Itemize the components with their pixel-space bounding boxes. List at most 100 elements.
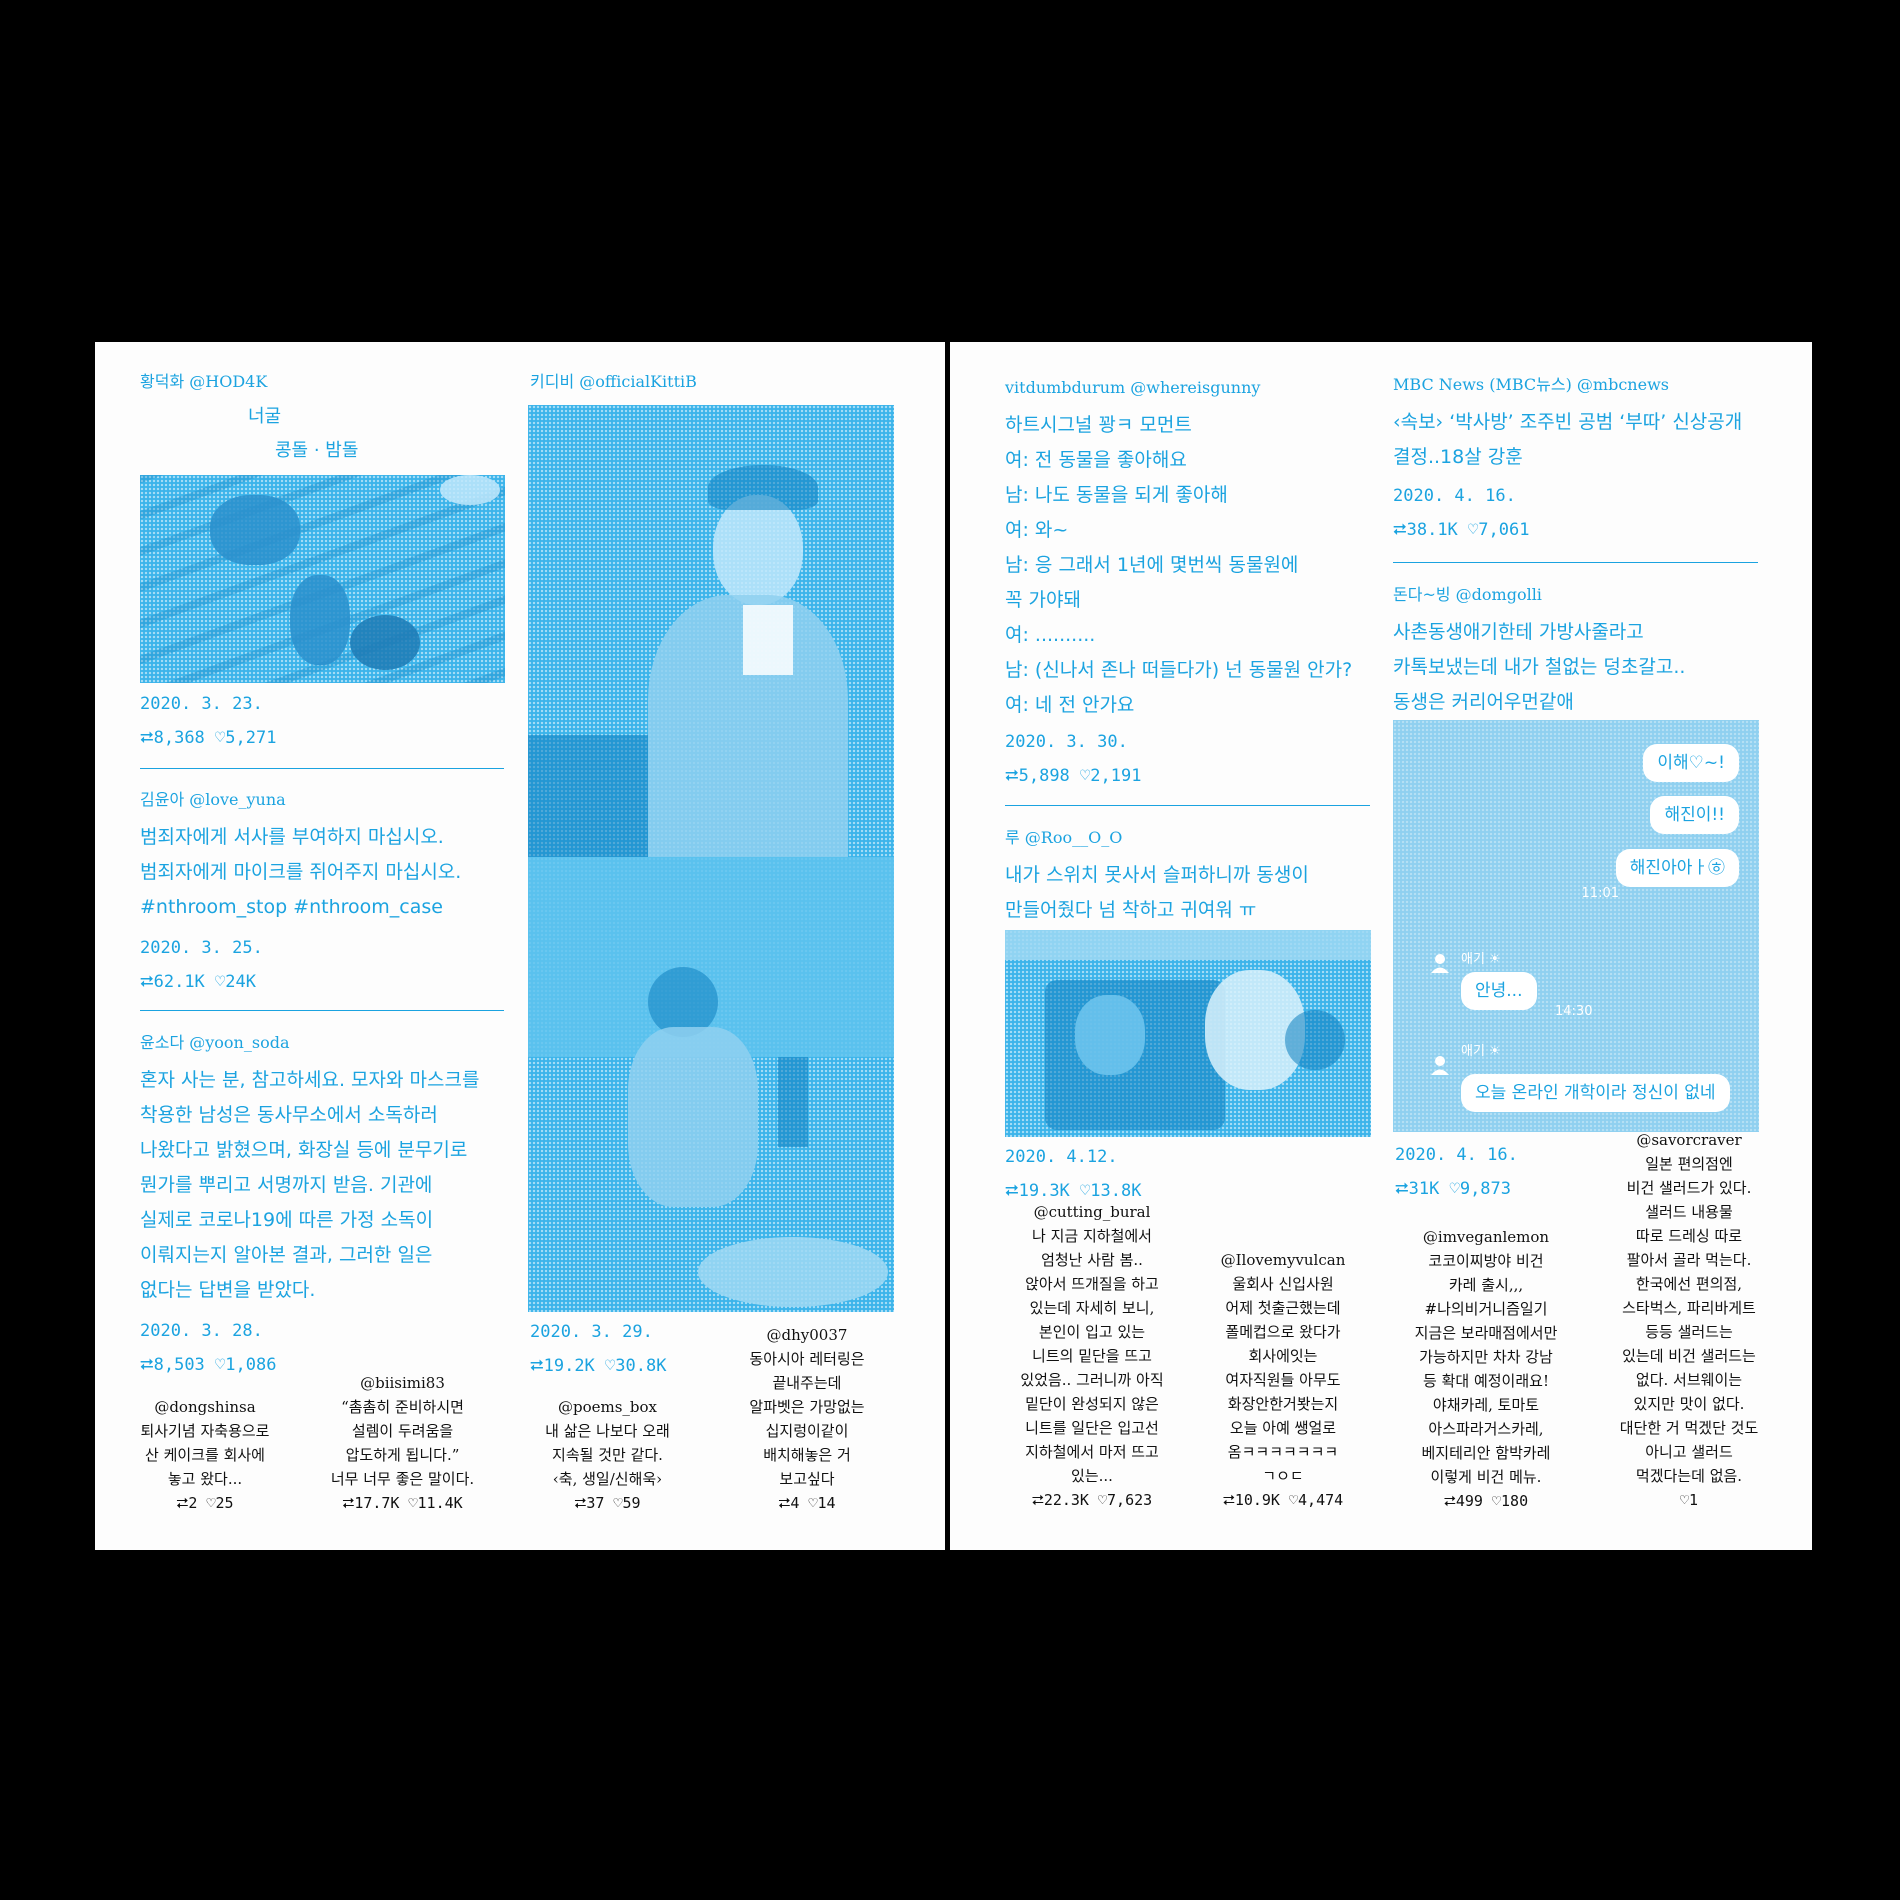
small-tweet-line: 엄청난 사람 봄.. — [1041, 1251, 1143, 1269]
small-tweet-handle: @poems_box — [557, 1398, 658, 1416]
tweet-stats: ⮂19.3K ♡13.8K — [1005, 1174, 1141, 1208]
retweet-icon: ⮂ — [1005, 766, 1019, 786]
tweet-domgolli: 돈다~빙 @domgolli 사촌동생애기한테 가방사줄라고 카톡보냈는데 내가… — [1393, 585, 1685, 720]
retweet-icon: ⮂ — [1395, 1179, 1409, 1199]
tweet-roo: 루 @Roo__O_O 내가 스위치 못사서 슬퍼하니까 동생이 만들어줬다 넘… — [1005, 828, 1309, 928]
small-tweet-line: “촘촘히 준비하시면 — [341, 1398, 464, 1416]
tweet-stats: ⮂8,368 ♡5,271 — [140, 721, 276, 755]
heart-icon: ♡ — [1080, 766, 1091, 786]
small-tweet-dongshinsa: @dongshinsa 퇴사기념 자축용으로 산 케이크를 회사에 놓고 왔다.… — [140, 1395, 270, 1515]
tweet-line: 만들어줬다 넘 착하고 귀여워 ㅠ — [1005, 899, 1257, 921]
retweet-icon: ⮂ — [530, 1356, 544, 1376]
small-tweet-line: 코코이찌방야 비건 — [1428, 1252, 1544, 1270]
tweet-line: 카톡보냈는데 내가 철없는 덩초갈고.. — [1393, 656, 1686, 678]
small-tweet-line: 울회사 신입사원 — [1232, 1275, 1334, 1293]
tweet-line: 혼자 사는 분, 참고하세요. 모자와 마스크를 — [140, 1069, 480, 1091]
divider — [140, 1010, 504, 1011]
tweet-line: 없다는 답변을 받았다. — [140, 1279, 316, 1301]
small-tweet-stats: ⮂10.9K ♡4,474 — [1222, 1491, 1344, 1509]
tweet-line: 범죄자에게 마이크를 쥐어주지 마십시오. — [140, 861, 462, 883]
heart-icon: ♡ — [215, 728, 226, 748]
small-tweet-stats: ⮂22.3K ♡7,623 — [1031, 1491, 1153, 1509]
small-tweet-stats: ⮂2 ♡25 — [176, 1494, 234, 1512]
small-tweet-line: 설렘이 두려움을 — [351, 1422, 454, 1440]
small-tweet-savorcraver: @savorcraver 일본 편의점엔 비건 샐러드가 있다. 샐러드 내용물… — [1603, 1128, 1775, 1512]
tweet-line: 여: 전 동물을 좋아해요 — [1005, 449, 1187, 471]
tweet-line: 여: 네 전 안가요 — [1005, 694, 1135, 716]
divider — [1393, 562, 1758, 563]
small-tweet-line: 카레 출시,,, — [1448, 1276, 1524, 1294]
small-tweet-line: 오늘 아예 쌩얼로 — [1229, 1419, 1337, 1437]
small-tweet-line: 있는데 비건 샐러드는 — [1622, 1347, 1756, 1365]
small-tweet-line: 지하철에서 마저 뜨고 — [1025, 1443, 1159, 1461]
tweet-handle: vitdumbdurum @whereisgunny — [1005, 378, 1261, 397]
craft-switch-photo — [1005, 930, 1371, 1137]
chat-screenshot: 이해♡~! 해진이!! 해진아아ㅏ㉭ 11:01 애기 ☀ 안녕... 14:3… — [1393, 720, 1759, 1132]
small-tweet-handle: @imveganlemon — [1422, 1228, 1550, 1246]
small-tweet-line: ㄱㅇㄷ — [1262, 1467, 1304, 1485]
small-tweet-line: 십지렁이같이 — [765, 1422, 849, 1440]
small-tweet-line: 베지테리안 함박카레 — [1421, 1444, 1551, 1462]
tweet-handle: 황덕화 @HOD4K — [140, 372, 268, 391]
small-tweet-stats: ⮂4 ♡14 — [778, 1494, 836, 1512]
small-tweet-poems-box: @poems_box 내 삶은 나보다 오래 지속될 것만 같다. ‹축, 생일… — [530, 1395, 685, 1515]
tweet-hod4k: 황덕화 @HOD4K 너굴 콩돌 · 밤돌 — [140, 372, 358, 468]
small-tweet-line: 스타벅스, 파리바게트 — [1622, 1299, 1756, 1317]
tweet-line: 남: (신나서 존나 떠들다가) 넌 동물원 안가? — [1005, 659, 1353, 681]
tweet-stats: ⮂19.2K ♡30.8K — [530, 1349, 666, 1383]
tweet-line: 하트시그널 꽝ㅋ 모먼트 — [1005, 414, 1192, 436]
small-tweet-line: 일본 편의점엔 — [1645, 1155, 1733, 1173]
small-tweet-line: 압도하게 됩니다.” — [345, 1446, 460, 1464]
tweet-handle: 돈다~빙 @domgolli — [1393, 585, 1542, 604]
small-tweet-line: 퇴사기념 자축용으로 — [140, 1422, 270, 1440]
retweet-icon: ⮂ — [140, 728, 154, 748]
tweet-line: 착용한 남성은 동사무소에서 소독하러 — [140, 1104, 438, 1126]
chat-bubble-sent: 이해♡~! — [1643, 744, 1739, 782]
tweet-handle: 키디비 @officialKittiB — [530, 372, 697, 391]
small-tweet-line: 너무 너무 좋은 말이다. — [330, 1470, 475, 1488]
small-tweet-line: 지속될 것만 같다. — [552, 1446, 663, 1464]
tweet-line: 남: 응 그래서 1년에 몇번씩 동물원에 — [1005, 554, 1299, 576]
avatar-icon — [1431, 1056, 1449, 1075]
heart-icon: ♡ — [1449, 1179, 1460, 1199]
small-tweet-stats: ⮂17.7K ♡11.4K — [342, 1494, 463, 1512]
tweet-date: 2020. 3. 28. — [140, 1321, 263, 1341]
small-tweet-stats: ♡1 — [1679, 1491, 1699, 1509]
small-tweet-stats: ⮂499 ♡180 — [1443, 1492, 1529, 1510]
tweet-line: 실제로 코로나19에 따른 가정 소독이 — [140, 1209, 434, 1231]
tweet-date: 2020. 3. 23. — [140, 694, 263, 714]
divider — [1005, 805, 1370, 806]
heart-icon: ♡ — [1080, 1181, 1091, 1201]
small-tweet-line: 보고싶다 — [779, 1470, 835, 1488]
small-tweet-line: #나의비거니즘일기 — [1424, 1300, 1548, 1318]
small-tweet-line: 알파벳은 가망없는 — [749, 1398, 865, 1416]
small-tweet-line: 동아시아 레터링은 — [749, 1350, 865, 1368]
tweet-line: 나왔다고 밝혔으며, 화장실 등에 분무기로 — [140, 1139, 468, 1161]
chat-bubble-received: 안녕... — [1461, 972, 1537, 1010]
avatar-icon — [1431, 954, 1449, 973]
portrait-photo-bottom — [528, 857, 894, 1312]
tweet-domgolli-meta: 2020. 4. 16. ⮂31K ♡9,873 — [1395, 1138, 1518, 1206]
chat-bubble-sent: 해진아아ㅏ㉭ — [1615, 849, 1739, 887]
small-tweet-line: 회사에잇는 — [1248, 1347, 1318, 1365]
chat-sender: 애기 ☀ — [1461, 1044, 1501, 1059]
small-tweet-line: 니트의 밑단을 뜨고 — [1032, 1347, 1152, 1365]
chat-timestamp: 11:01 — [1581, 886, 1619, 901]
small-tweet-line: 어제 첫출근했는데 — [1225, 1299, 1341, 1317]
small-tweet-line: 있는... — [1071, 1467, 1113, 1485]
retweet-icon: ⮂ — [1393, 520, 1407, 540]
heart-icon: ♡ — [605, 1356, 616, 1376]
small-tweet-line: 아스파라거스카레, — [1428, 1420, 1544, 1438]
tweet-date: 2020. 3. 30. — [1005, 732, 1128, 752]
small-tweet-line: 배치해놓은 거 — [763, 1446, 851, 1464]
tweet-stats: ⮂8,503 ♡1,086 — [140, 1348, 479, 1382]
small-tweet-line: 여자직원들 아무도 — [1225, 1371, 1341, 1389]
small-tweet-line: 샐러드 내용물 — [1645, 1203, 1733, 1221]
tweet-date: 2020. 3. 29. — [530, 1322, 653, 1342]
small-tweet-biisimi83: @biisimi83 “촘촘히 준비하시면 설렘이 두려움을 압도하게 됩니다.… — [320, 1371, 485, 1515]
tweet-yoon-soda: 윤소다 @yoon_soda 혼자 사는 분, 참고하세요. 모자와 마스크를 … — [140, 1033, 479, 1382]
small-tweet-line: 있는데 자세히 보니, — [1029, 1299, 1155, 1317]
tweet-stats: ⮂38.1K ♡7,061 — [1393, 513, 1742, 547]
portrait-photo-top — [528, 405, 894, 857]
small-tweet-line: 옴ㅋㅋㅋㅋㅋㅋㅋ — [1227, 1443, 1339, 1461]
